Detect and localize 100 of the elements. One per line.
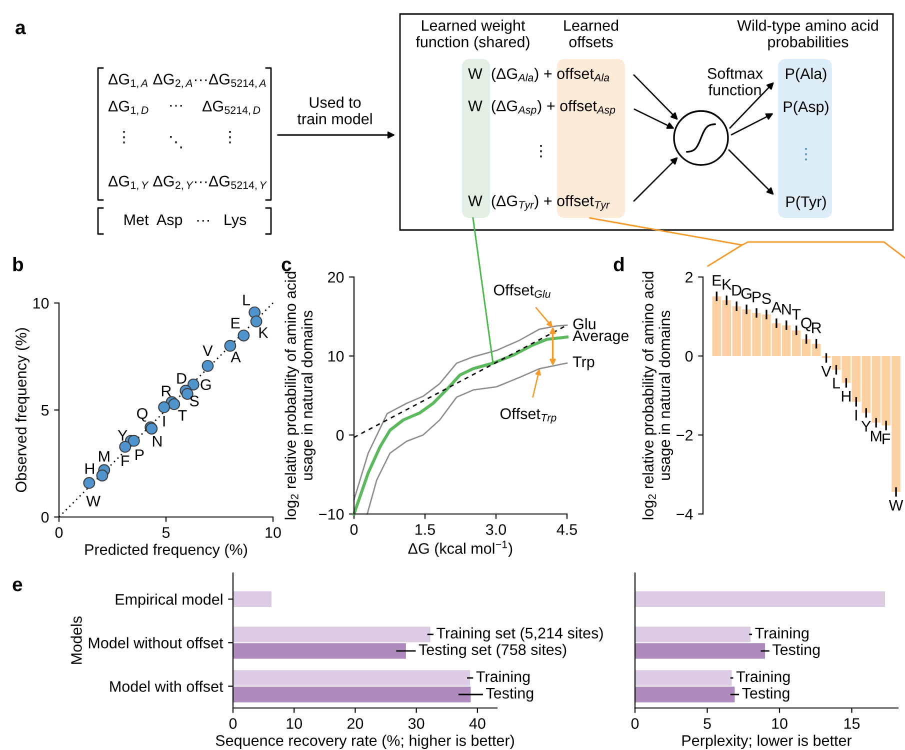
- y-tick-label: 0: [685, 350, 693, 362]
- text: ⋮: [123, 130, 125, 144]
- annotation: Y: [118, 430, 128, 441]
- bar: [233, 670, 470, 686]
- category-label: N: [782, 304, 791, 314]
- annotation: P: [136, 450, 144, 460]
- y-tick-label: 0: [336, 430, 344, 441]
- annotation: K: [259, 327, 268, 338]
- text: P(Ala): [786, 68, 826, 82]
- chart-title: c: [282, 260, 292, 272]
- y-axis-title: log$_{2}$ relative probability of amino acid usage in natural domains: [284, 272, 316, 520]
- y-axis-title: log$_{2}$ relative probability of amino acid usage in natural domains: [642, 272, 674, 520]
- annotation: W: [86, 496, 100, 506]
- text: ⋮: [229, 130, 231, 144]
- text: Met Asp ··· Lys: [124, 214, 246, 228]
- annotation: M: [99, 451, 110, 462]
- category-label: W: [888, 500, 904, 510]
- y-tick-label: −4: [676, 509, 693, 520]
- point: [96, 470, 108, 482]
- y-axis-title: Models: [70, 616, 82, 664]
- category-label: E: [712, 275, 722, 286]
- annotation: Training: [736, 670, 790, 686]
- bar: [233, 643, 406, 659]
- text: P(Asp): [784, 100, 828, 116]
- category-label: A: [771, 302, 782, 313]
- x-axis-title: Predicted frequency (%): [85, 544, 247, 558]
- x-tick-label: 20: [347, 718, 364, 729]
- category-label: I: [855, 410, 857, 420]
- category-label: G: [741, 288, 752, 299]
- annotation: R: [162, 386, 172, 396]
- y-tick-label: Model with offset: [110, 680, 224, 692]
- text: Learned offsets: [564, 20, 618, 48]
- bar: [635, 643, 766, 659]
- text: ΔG$_{5214,D}$: [202, 100, 260, 116]
- y-tick-label: Empirical model: [116, 594, 222, 608]
- x-tick-label: 0: [350, 524, 358, 535]
- category-label: K: [722, 279, 732, 290]
- annotation: Offset$_{Trp}$: [500, 408, 556, 424]
- chart-title: b: [13, 257, 24, 272]
- category-label: M: [870, 430, 882, 442]
- category-label: T: [792, 309, 801, 320]
- point: [168, 398, 180, 410]
- x-axis-title: Sequence recovery rate (%; higher is better): [216, 734, 514, 749]
- point: [158, 401, 170, 414]
- y-tick-label: 10: [33, 298, 49, 309]
- x-tick-label: 30: [408, 718, 424, 729]
- y-tick-label: 0: [41, 512, 49, 523]
- annotation: Testing: [772, 644, 820, 658]
- annotation: V: [202, 345, 213, 356]
- category-label: D: [732, 285, 742, 296]
- annotation: S: [190, 396, 199, 406]
- annotation: G: [200, 379, 211, 390]
- point: [128, 434, 140, 447]
- category-label: R: [812, 322, 822, 334]
- text: W (ΔG$_{Asp}$) + offset$_{Asp}$: [468, 100, 616, 116]
- x-tick-label: 1.5: [416, 524, 435, 535]
- y-tick-label: −2: [676, 430, 693, 441]
- y-tick-label: 5: [41, 405, 49, 416]
- text: Wild-type amino acid probabilities: [737, 20, 878, 50]
- annotation: Training: [755, 627, 808, 642]
- annotation: T: [178, 410, 187, 421]
- x-tick-label: 5: [704, 718, 711, 729]
- text: Softmax function: [708, 68, 763, 96]
- y-tick-label: 10: [328, 350, 344, 362]
- text: e: [12, 580, 22, 592]
- line-series: [366, 362, 568, 515]
- text: Used to train model: [297, 96, 372, 124]
- series-label: Glu: [573, 318, 596, 330]
- x-tick-label: 4.5: [556, 524, 577, 535]
- text: ΔG$_{1,D}$: [108, 100, 148, 116]
- annotation: Testing: [742, 687, 790, 702]
- x-tick-label: 10: [266, 527, 281, 538]
- y-tick-label: Model without offset: [88, 637, 224, 648]
- y-axis-title: Observed frequency (%): [15, 328, 30, 492]
- point: [119, 440, 132, 453]
- point: [202, 360, 214, 372]
- x-tick-label: 10: [286, 718, 302, 729]
- text: W (ΔG$_{Ala}$) + offset$_{Ala}$: [468, 68, 610, 82]
- point: [250, 315, 262, 328]
- text: ···: [170, 104, 182, 107]
- annotation: Offset$_{Glu}$: [494, 284, 551, 298]
- annotation: Q: [137, 408, 148, 422]
- category-label: Y: [861, 420, 871, 432]
- category-label: V: [821, 366, 832, 377]
- x-tick-label: 15: [844, 718, 860, 729]
- annotation: I: [163, 416, 165, 426]
- annotation: Testing: [486, 687, 534, 702]
- annotation: H: [85, 463, 94, 474]
- x-tick-label: 0: [631, 718, 639, 729]
- x-tick-label: 0: [229, 718, 237, 729]
- point: [224, 340, 236, 352]
- bar: [635, 670, 732, 686]
- annotation: F: [122, 456, 130, 466]
- y-tick-label: 2: [686, 272, 693, 283]
- category-label: Q: [801, 318, 812, 332]
- annotation: A: [230, 352, 241, 362]
- x-tick-label: 40: [469, 718, 486, 729]
- point: [83, 477, 96, 489]
- text: Learned weight function (shared): [416, 20, 530, 50]
- annotation: N: [152, 436, 162, 446]
